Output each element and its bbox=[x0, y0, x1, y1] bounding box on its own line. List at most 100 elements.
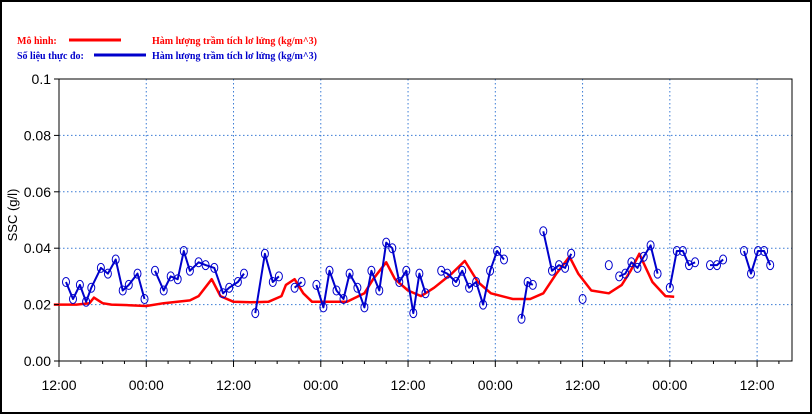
data-point bbox=[621, 268, 630, 279]
data-point bbox=[124, 279, 133, 290]
x-tick-label: 00:00 bbox=[652, 377, 687, 393]
data-point bbox=[96, 262, 105, 273]
data-point bbox=[548, 265, 556, 276]
series-line bbox=[668, 250, 696, 288]
data-point bbox=[325, 265, 334, 276]
plot-area bbox=[58, 78, 793, 362]
data-point bbox=[62, 277, 70, 287]
data-point bbox=[87, 282, 96, 293]
data-point bbox=[523, 277, 532, 287]
data-point bbox=[240, 268, 248, 279]
legend-entry: Hàm lượng trầm tích lơ lửng (kg/m^3) bbox=[152, 36, 317, 47]
data-point bbox=[297, 277, 306, 287]
data-point bbox=[500, 254, 508, 265]
data-point bbox=[493, 246, 502, 256]
x-tick-label: 00:00 bbox=[303, 377, 338, 393]
data-point bbox=[75, 279, 84, 290]
legend-prefix: Mô hình: bbox=[17, 36, 57, 47]
data-point bbox=[201, 260, 210, 271]
data-point bbox=[465, 282, 474, 293]
data-point bbox=[210, 262, 219, 273]
y-tick-label: 0.08 bbox=[24, 127, 51, 143]
data-point bbox=[360, 302, 369, 313]
data-point bbox=[415, 268, 424, 279]
data-point bbox=[339, 294, 348, 304]
data-point bbox=[479, 299, 488, 310]
data-point bbox=[151, 265, 159, 276]
data-point bbox=[627, 257, 636, 268]
data-point bbox=[353, 282, 362, 293]
x-tick-label: 12:00 bbox=[41, 377, 76, 393]
data-point bbox=[665, 282, 674, 293]
series-line bbox=[154, 250, 245, 295]
series-line bbox=[53, 252, 675, 308]
data-point bbox=[443, 268, 452, 279]
legend: Mô hình: Hàm lượng trầm tích lơ lửng (kg/… bbox=[17, 36, 317, 62]
data-point bbox=[133, 268, 142, 279]
data-point bbox=[375, 285, 384, 296]
data-point bbox=[173, 274, 182, 285]
data-point bbox=[332, 285, 341, 296]
data-point bbox=[395, 277, 404, 287]
x-tick-label: 12:00 bbox=[740, 377, 775, 393]
y-tick-label: 0.00 bbox=[24, 353, 51, 369]
data-point bbox=[166, 271, 175, 282]
data-point bbox=[388, 243, 397, 254]
series-line bbox=[743, 250, 772, 275]
data-point bbox=[82, 296, 91, 307]
legend-prefix: Số liệu thực đo: bbox=[17, 51, 84, 62]
data-point bbox=[486, 265, 495, 276]
data-point bbox=[567, 248, 576, 259]
data-point bbox=[633, 262, 642, 273]
series-line bbox=[293, 281, 303, 289]
data-point bbox=[604, 260, 613, 271]
data-point bbox=[118, 285, 127, 296]
data-point bbox=[402, 265, 411, 276]
data-point bbox=[367, 265, 376, 276]
data-point bbox=[706, 260, 714, 271]
y-tick-label: 0.1 bbox=[32, 71, 52, 87]
data-point bbox=[747, 268, 755, 279]
data-point bbox=[290, 282, 299, 293]
series-line bbox=[440, 250, 505, 306]
data-point bbox=[740, 246, 748, 256]
data-point bbox=[274, 271, 283, 282]
data-point bbox=[409, 308, 418, 319]
data-point bbox=[225, 282, 234, 293]
data-point bbox=[194, 257, 203, 268]
data-point bbox=[691, 257, 700, 268]
series-line bbox=[542, 231, 573, 272]
grid bbox=[59, 79, 792, 361]
data-point bbox=[179, 246, 188, 256]
data-point bbox=[528, 279, 537, 290]
x-tick-label: 12:00 bbox=[216, 377, 251, 393]
data-point bbox=[653, 268, 662, 279]
data-point bbox=[268, 277, 277, 287]
data-point bbox=[713, 260, 721, 271]
x-tick-label: 12:00 bbox=[391, 377, 426, 393]
data-point bbox=[646, 240, 655, 251]
y-axis-label: SSC (g/l) bbox=[5, 189, 20, 242]
y-tick-label: 0.02 bbox=[24, 297, 51, 313]
data-point bbox=[260, 248, 269, 259]
data-point bbox=[561, 262, 570, 273]
data-point bbox=[754, 246, 762, 256]
data-point bbox=[69, 294, 77, 304]
x-tick-label: 00:00 bbox=[129, 377, 164, 393]
y-tick-label: 0.04 bbox=[24, 240, 51, 256]
series-line bbox=[315, 241, 427, 315]
data-point bbox=[639, 251, 648, 262]
data-point bbox=[672, 246, 681, 256]
data-point bbox=[766, 260, 775, 271]
data-point bbox=[233, 277, 242, 287]
data-point bbox=[219, 288, 228, 299]
data-point bbox=[312, 279, 321, 290]
data-point bbox=[458, 265, 467, 276]
legend-entry: Hàm lượng trầm tích lơ lửng (kg/m^3) bbox=[152, 51, 317, 62]
data-point bbox=[319, 302, 328, 313]
y-tick-label: 0.06 bbox=[24, 184, 51, 200]
data-point bbox=[382, 237, 391, 248]
data-point bbox=[760, 246, 769, 256]
